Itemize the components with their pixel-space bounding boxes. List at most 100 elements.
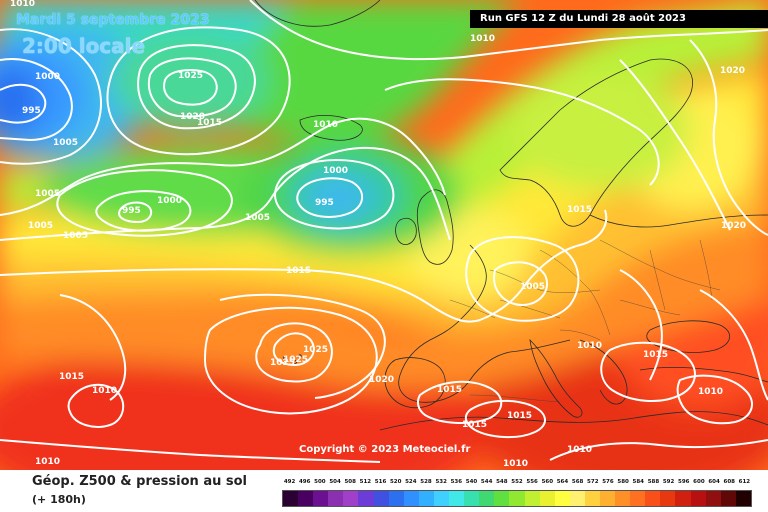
color-scale-tick: 528 — [420, 479, 432, 485]
color-scale-tick: 532 — [435, 479, 447, 485]
color-scale-swatch — [464, 491, 480, 506]
color-scale-swatch — [720, 491, 736, 506]
isobar-label: 1020 — [369, 375, 394, 385]
color-scale-tick: 592 — [662, 479, 675, 485]
color-scale-tick: 564 — [556, 479, 569, 485]
color-scale-swatch — [660, 491, 676, 506]
color-scale-tick: 492 — [283, 479, 296, 485]
isobar-label: 1010 — [503, 459, 528, 469]
isobar-label: 1000 — [323, 166, 348, 176]
isobar-label: 1015 — [437, 385, 462, 395]
copyright-notice: Copyright © 2023 Meteociel.fr — [299, 444, 471, 455]
color-scale-swatch — [479, 491, 495, 506]
isobar-label: 1015 — [197, 118, 222, 128]
isobar-label-group: 1010 1020 1000 995 1025 1020 1015 1005 1… — [10, 0, 746, 469]
isobar-label: 1005 — [245, 213, 270, 223]
color-scale-swatch — [373, 491, 389, 506]
color-scale-tick: 508 — [344, 479, 356, 485]
color-scale-tick: 576 — [602, 479, 614, 485]
isobar-label: 1020 — [180, 112, 205, 122]
isobar-label: 1010 — [577, 341, 602, 351]
color-scale-tick: 552 — [511, 479, 523, 485]
color-scale-tick: 520 — [389, 479, 402, 485]
color-scale-swatch — [599, 491, 616, 506]
color-scale-tick: 548 — [496, 479, 508, 485]
color-scale-tick: 596 — [678, 479, 690, 485]
isobars — [0, 0, 768, 463]
map-canvas: 1010 1020 1000 995 1025 1020 1015 1005 1… — [0, 0, 768, 470]
isobar-label: 1005 — [520, 282, 545, 292]
color-scale-tick: 600 — [693, 479, 705, 485]
color-scale-swatch — [418, 491, 434, 506]
color-scale-swatch — [388, 491, 404, 506]
color-scale-tick: 572 — [587, 479, 599, 485]
color-scale-swatch — [705, 491, 721, 506]
color-scale-swatch — [449, 491, 465, 506]
isobar-label: 1000 — [157, 196, 182, 206]
color-scale-swatch — [328, 491, 344, 506]
color-scale-tick: 568 — [571, 479, 584, 485]
geopotential-map: 1010 1020 1000 995 1025 1020 1015 1005 1… — [0, 0, 768, 470]
isobar-label: 1020 — [720, 66, 745, 76]
color-scale-bar — [282, 490, 752, 507]
color-scale-swatch — [554, 491, 570, 506]
color-scale-tick: 556 — [526, 479, 538, 485]
isobar-label: 1025 — [178, 71, 203, 81]
isobar-label: 1015 — [59, 372, 84, 382]
color-scale-swatch — [524, 491, 540, 506]
color-scale-swatch — [298, 491, 314, 506]
color-scale-swatch — [509, 491, 525, 506]
isobar-label: 1020 — [721, 221, 746, 231]
isobar-label: 1010 — [10, 0, 35, 9]
isobar-label: 1015 — [643, 350, 668, 360]
isobar-label: 1010 — [567, 445, 592, 455]
isobar-label: 1010 — [92, 386, 117, 396]
isobar-label: 1005 — [63, 231, 88, 241]
isobar-label: 1025 — [283, 355, 308, 365]
isobar-label: 1015 — [462, 420, 487, 430]
color-scale-tick: 540 — [465, 479, 478, 485]
color-scale-tick: 560 — [541, 479, 554, 485]
color-scale-swatch — [358, 491, 374, 506]
isobar-label: 1005 — [35, 189, 60, 199]
parameter-title: Géop. Z500 & pression au sol — [32, 474, 247, 489]
forecast-local-time: 2:00 locale — [22, 34, 146, 58]
isobar-label: 1015 — [507, 411, 532, 421]
color-scale-tick: 504 — [329, 479, 341, 485]
color-scale-swatch — [584, 491, 600, 506]
legend-footer: Géop. Z500 & pression au sol (+ 180h) 49… — [0, 470, 768, 512]
color-scale-swatch — [313, 491, 329, 506]
color-scale-swatch — [735, 491, 751, 506]
isobar-label: 1010 — [35, 457, 60, 467]
color-scale-swatch — [569, 491, 585, 506]
color-scale-swatch — [283, 491, 299, 506]
color-scale-swatch — [539, 491, 555, 506]
color-scale-tick: 524 — [405, 479, 417, 485]
isobar-label: 1005 — [28, 221, 53, 231]
color-scale-swatch — [630, 491, 646, 506]
forecast-date: Mardi 5 septembre 2023 — [16, 12, 210, 28]
color-scale-swatch — [690, 491, 706, 506]
isobar-label: 995 — [315, 198, 334, 208]
color-scale-swatch — [403, 491, 419, 506]
isobar-label: 1015 — [286, 266, 311, 276]
color-scale-swatch — [675, 491, 691, 506]
color-scale-tick: 496 — [298, 479, 311, 485]
model-run-banner: Run GFS 12 Z du Lundi 28 août 2023 — [470, 10, 768, 28]
isobar-label: 995 — [122, 206, 141, 216]
color-scale-tick: 604 — [708, 479, 720, 485]
color-scale-tick: 584 — [632, 479, 645, 485]
color-scale-tick: 608 — [723, 479, 735, 485]
isobar-label: 1015 — [567, 205, 592, 215]
color-scale-swatch — [343, 491, 359, 506]
color-scale-tick: 500 — [314, 479, 326, 485]
color-scale-tick: 536 — [450, 479, 463, 485]
color-scale-tick: 588 — [647, 479, 660, 485]
color-scale-tick: 516 — [374, 479, 387, 485]
isobar-label: 995 — [22, 106, 41, 116]
color-scale-swatch — [433, 491, 450, 506]
isobar-label: 1005 — [53, 138, 78, 148]
isobar-label: 1010 — [313, 120, 338, 130]
color-scale-ticks: 492 496 500 504 508 512 516 520 524 528 532 536 540 5… — [282, 479, 752, 489]
isobar-label: 1025 — [303, 345, 328, 355]
